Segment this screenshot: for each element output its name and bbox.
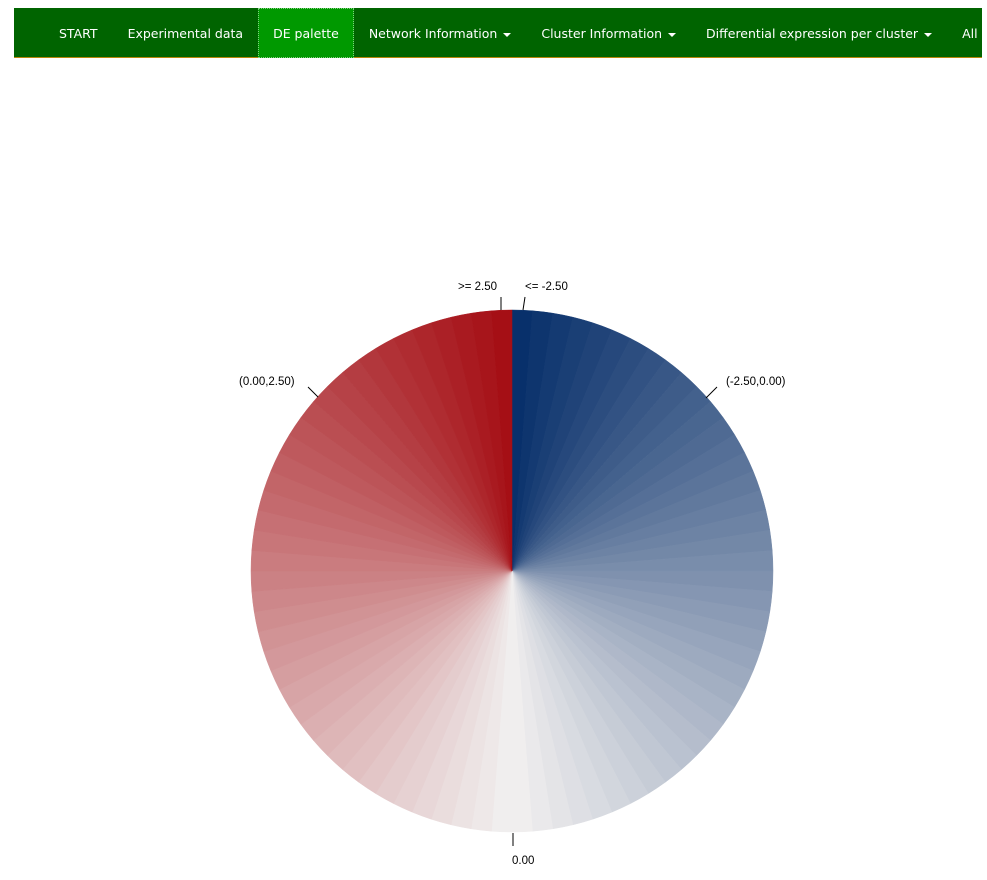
nav-item-label: Network Information [368,25,498,41]
label-zero: 0.00 [512,855,534,867]
label-min-negative: <= -2.50 [525,281,568,293]
label-negative-range: (-2.50,0.00) [726,376,786,388]
label-tick [522,296,526,311]
nav-item-cluster-information[interactable]: Cluster Information [526,8,691,58]
nav-item-experimental-data[interactable]: Experimental data [113,8,259,58]
nav-item-label: START [59,25,98,41]
nav-item-differential-expression-per-cluster[interactable]: Differential expression per cluster [691,8,947,58]
caret-down-icon [924,32,933,37]
caret-down-icon [503,32,512,37]
nav-item-de-palette[interactable]: DE palette [258,8,354,58]
nav-item-label: All Controls [962,25,987,41]
nav-menu: START Experimental data DE palette Network … [14,8,987,58]
pie-label-ticks [307,296,718,846]
nav-item-start[interactable]: START [44,8,113,58]
pie-slice [491,309,513,572]
navbar: START Experimental data DE palette Network … [14,8,987,58]
nav-item-label: Differential expression per cluster [706,25,919,41]
label-max-positive: >= 2.50 [458,281,497,293]
nav-item-all-controls[interactable]: All Controls [947,8,987,58]
label-tick [307,386,319,398]
nav-item-label: DE palette [273,25,339,41]
label-tick [705,386,718,399]
label-positive-range: (0.00,2.50) [239,376,295,388]
pie-slices [250,309,774,833]
nav-item-label: Experimental data [127,25,244,41]
caret-down-icon [668,32,677,37]
nav-item-network-information[interactable]: Network Information [354,8,527,58]
nav-item-label: Cluster Information [541,25,663,41]
